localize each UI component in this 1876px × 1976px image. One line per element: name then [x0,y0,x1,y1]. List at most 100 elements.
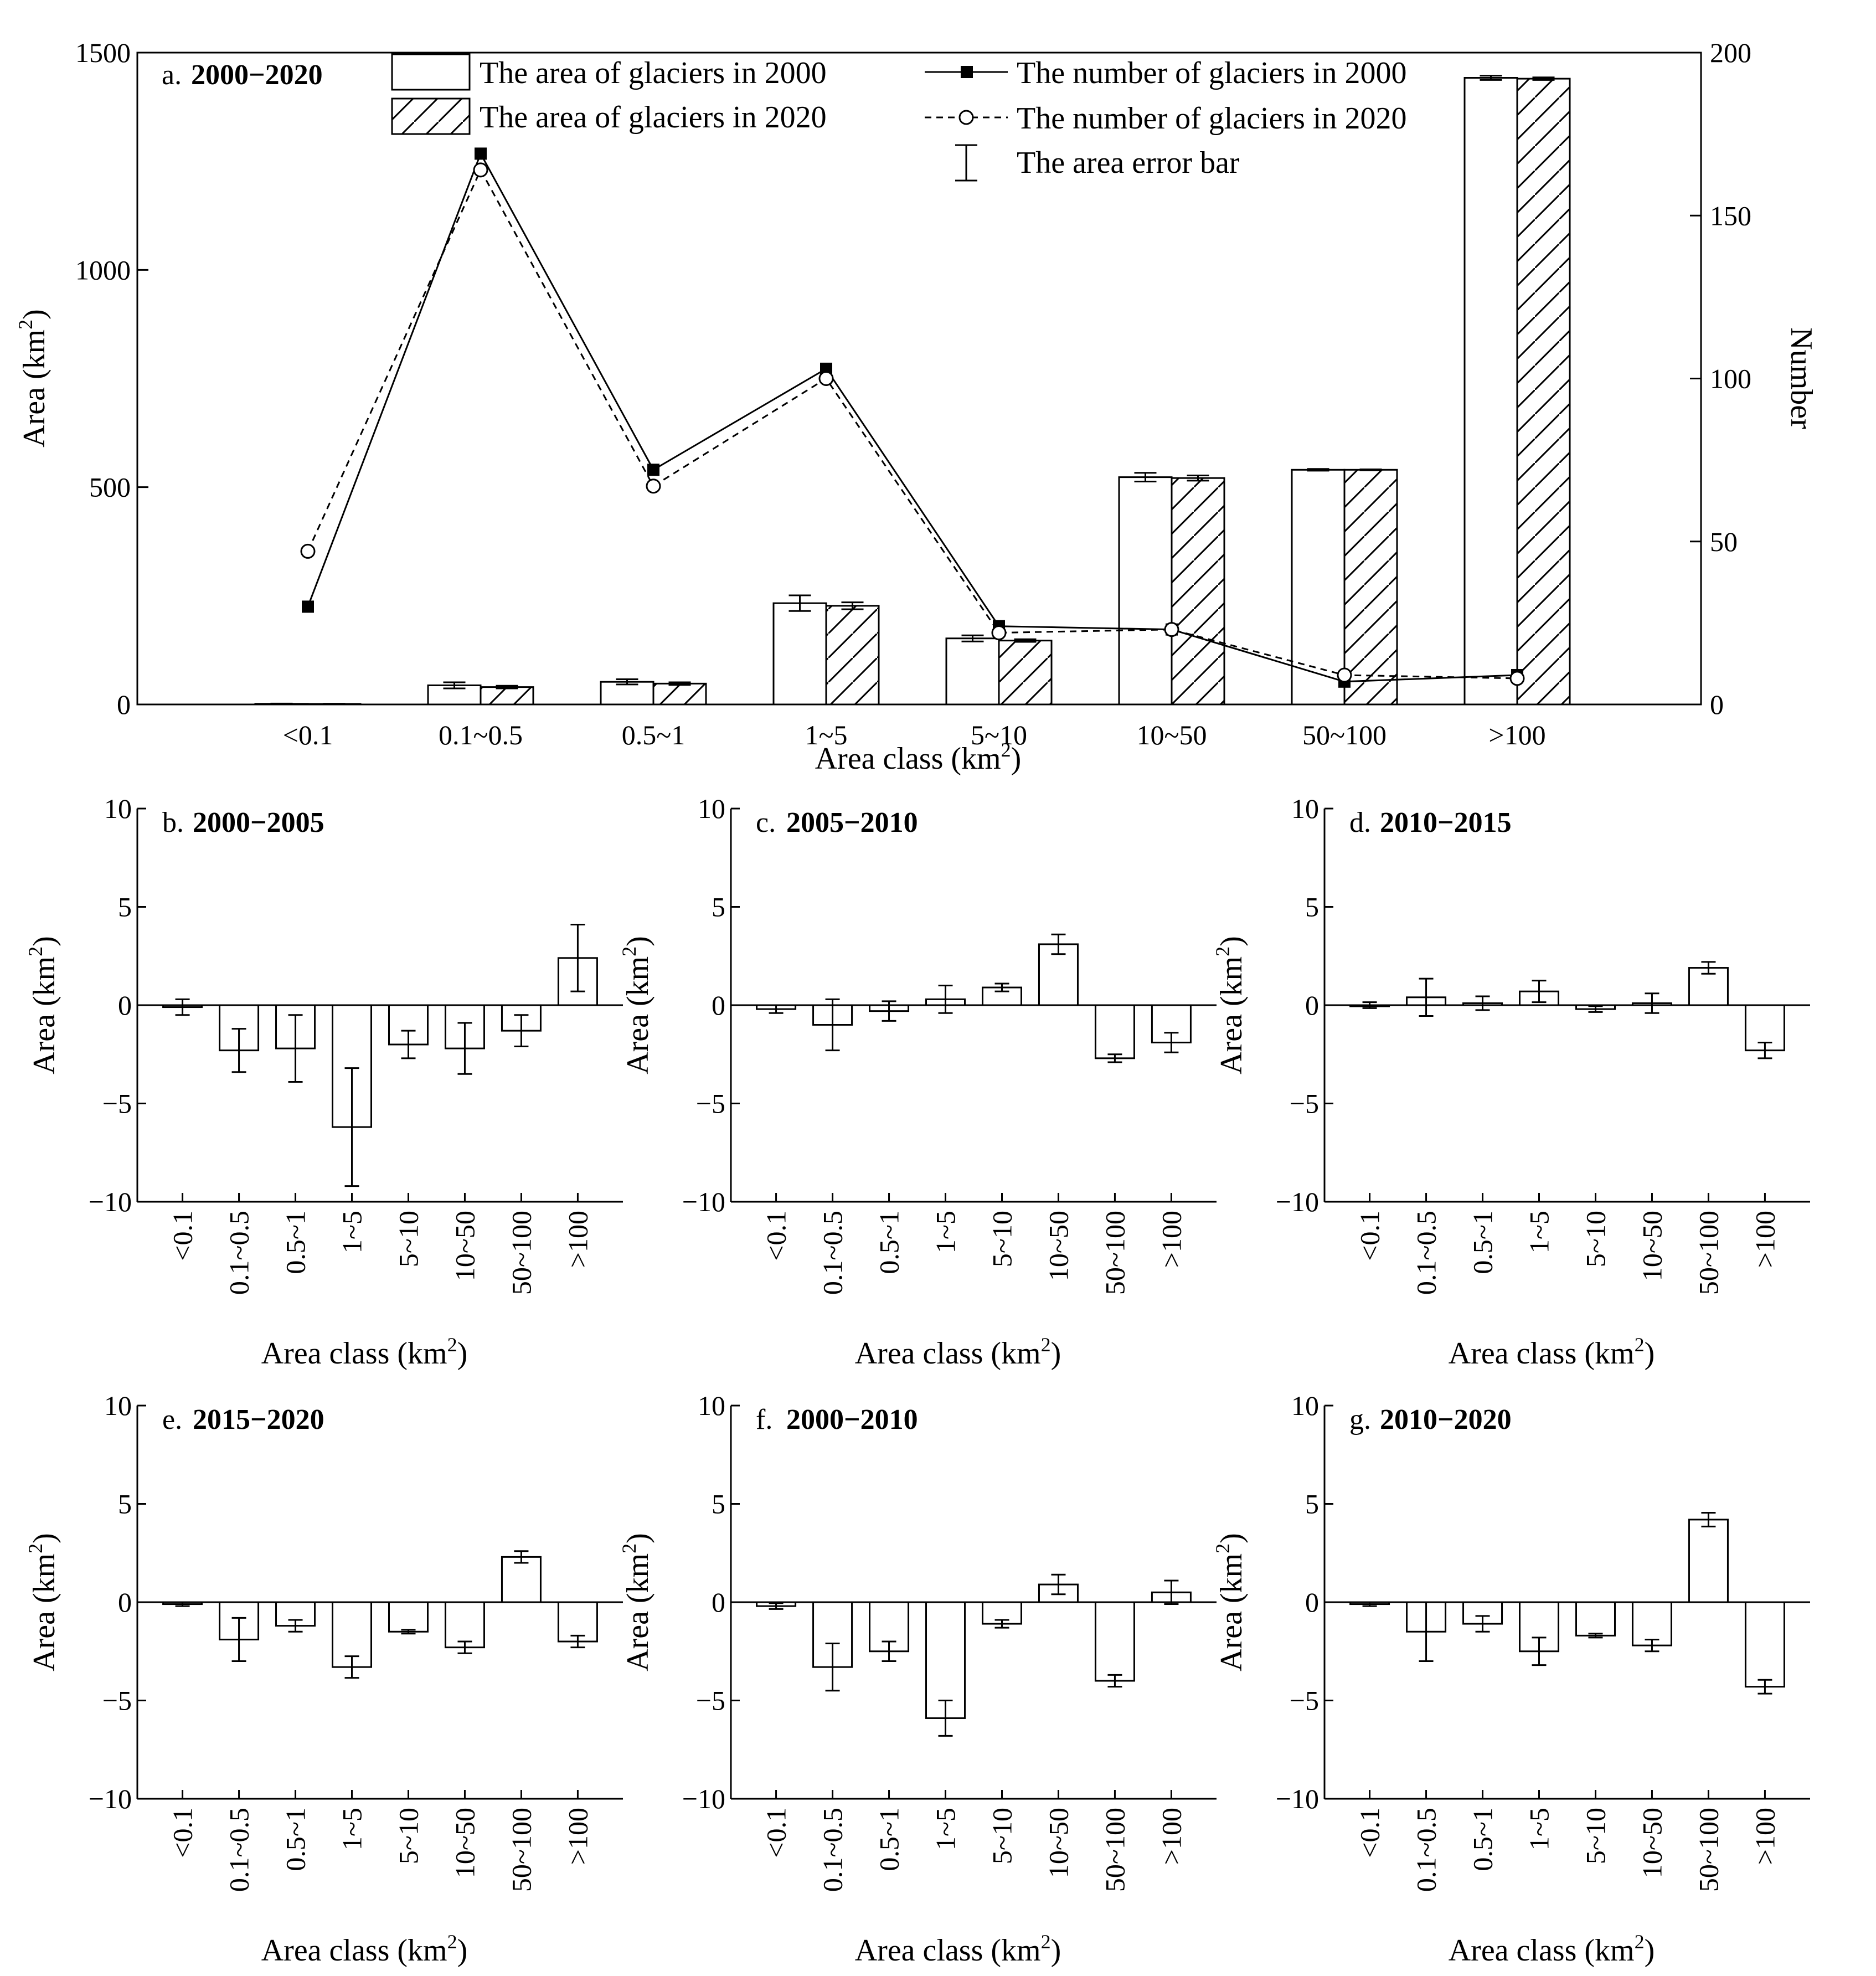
bar [1745,1602,1784,1687]
legend-label-number-2000: The number of glaciers in 2000 [1017,56,1406,90]
legend-marker-2000 [961,66,973,78]
x-tick-label: 0.5~1 [622,719,686,750]
x-axis-label: Area class (km2) [261,1334,468,1371]
bar [1689,1520,1728,1602]
y2-tick-label: 0 [1710,689,1724,720]
y-tick-label: −5 [1290,1685,1319,1716]
y-axis-label: Area (km2) [1212,1533,1249,1671]
bar [1095,1602,1134,1681]
bar-2020 [653,683,706,704]
marker-2020 [992,626,1006,640]
x-tick-label: 1~5 [930,1808,961,1850]
legend-marker-2020 [960,111,973,124]
y-tick-label: −10 [1276,1783,1319,1814]
y-tick-label: 1000 [75,254,131,285]
marker-2000 [302,600,314,613]
legend-swatch-2020 [392,99,470,134]
panel-period: 2010−2015 [1380,807,1512,838]
x-tick-label: <0.1 [167,1211,198,1261]
panel-period: 2010−2020 [1380,1404,1512,1435]
y-tick-label: 1500 [75,37,131,68]
bar-2000 [1292,470,1344,704]
x-tick-label: <0.1 [167,1808,198,1858]
panel-f: −10 −5 0 5 10 <0.1 0.1~0.5 0.5~1 1~5 5~10 10~50 50~… [618,1390,1217,1968]
y-tick-label: 10 [104,793,132,824]
x-tick-label: >100 [562,1808,593,1865]
y-tick-label: 5 [1305,1489,1319,1520]
x-tick-label: 0.5~1 [1467,1211,1498,1274]
x-tick-label: 0.1~0.5 [224,1808,255,1892]
x-axis-label: Area class (km2) [855,1334,1061,1371]
y2-tick-label: 150 [1710,200,1751,231]
x-tick-label: 1~5 [1524,1211,1555,1253]
x-tick-label: 50~100 [1693,1211,1724,1295]
x-tick-label: 1~5 [337,1211,368,1253]
bar [389,1602,427,1632]
x-tick-label: >100 [1488,719,1545,750]
y-tick-label: 0 [118,990,132,1021]
bar-2000 [1119,477,1172,704]
marker-2000 [475,147,487,159]
y2-tick-label: 50 [1710,526,1738,557]
y-tick-label: −10 [682,1186,725,1217]
x-tick-label: 1~5 [930,1211,961,1253]
x-tick-label: 0.1~0.5 [1411,1211,1442,1295]
panel-c: −10−50510<0.1 0.1~0.5 0.5~1 1~5 5~10 10~50 50~… [618,793,1217,1371]
x-tick-label: 10~50 [1043,1211,1074,1281]
x-tick-label: 50~100 [1302,719,1387,750]
panel-label: b. [162,807,184,838]
x-tick-label: 0.5~1 [280,1211,311,1274]
y-tick-label: 0 [1305,990,1319,1021]
bar-2020 [481,687,533,704]
bar [1576,1602,1615,1635]
x-axis-label: Area class (km2) [1449,1334,1655,1371]
y-tick-label: 10 [698,793,725,824]
y-tick-label: 5 [712,1489,725,1520]
x-tick-label: <0.1 [761,1808,792,1858]
y-axis-label: Area (km2) [1212,936,1249,1074]
x-tick-label: >100 [1156,1808,1187,1865]
x-tick-label: 0.5~1 [280,1808,311,1871]
y-tick-label: 5 [118,1489,132,1520]
marker-2020 [1511,672,1524,685]
y-tick-label: 5 [118,892,132,923]
x-tick-label: 50~100 [506,1211,537,1295]
panel-label: c. [756,807,776,838]
x-tick-label: 0.1~0.5 [439,719,523,750]
y-tick-label: −5 [696,1685,725,1716]
x-tick-label: 10~50 [449,1808,480,1878]
panel-label: d. [1349,807,1371,838]
x-tick-label: <0.1 [761,1211,792,1261]
x-tick-label: 0.1~0.5 [1411,1808,1442,1892]
x-axis-label: Area class (km2) [261,1931,468,1968]
x-tick-label: 5~10 [986,1808,1017,1864]
bar [1095,1005,1134,1058]
bar-2000 [946,639,999,704]
x-tick-label: 1~5 [337,1808,368,1850]
x-tick-label: 0.1~0.5 [224,1211,255,1295]
panel-e: −10−50510<0.1 0.1~0.5 0.5~1 1~5 5~10 10~50 50~… [24,1390,623,1968]
y-axis-label: Area (km2) [618,1533,655,1671]
x-tick-label: 10~50 [449,1211,480,1281]
y-tick-label: 10 [698,1390,725,1421]
x-axis-label: Area class (km2) [855,1931,1061,1968]
y2-tick-label: 100 [1710,363,1751,394]
bar-2020 [1172,478,1224,704]
panel-g: −10 −5 0 5 10 <0.1 0.1~0.5 0.5~1 1~5 5~10 10~50 50~… [1212,1390,1810,1968]
x-tick-label: 5~10 [1580,1211,1611,1267]
panel-b: −10 −5 0 5 10 <0.1 0.1~0.5 0.5~1 1~5 5~10 10~50 50~… [24,793,623,1371]
bar [502,1557,540,1602]
panel-label: f. [756,1404,772,1435]
bar-2020 [999,641,1052,704]
x-tick-label: 10~50 [1043,1808,1074,1878]
x-tick-label: 50~100 [1693,1808,1724,1892]
panel-period: 2000−2020 [191,59,323,91]
x-tick-label: 10~50 [1136,719,1207,750]
y-tick-label: 5 [1305,892,1319,923]
x-tick-label: 0.5~1 [874,1808,905,1871]
panel-period: 2000−2005 [193,807,324,838]
y-axis-label: Area (km2) [24,1533,61,1671]
x-tick-label: 0.1~0.5 [817,1808,848,1892]
marker-2020 [301,544,315,558]
y2-axis-label: Number [1784,327,1818,429]
